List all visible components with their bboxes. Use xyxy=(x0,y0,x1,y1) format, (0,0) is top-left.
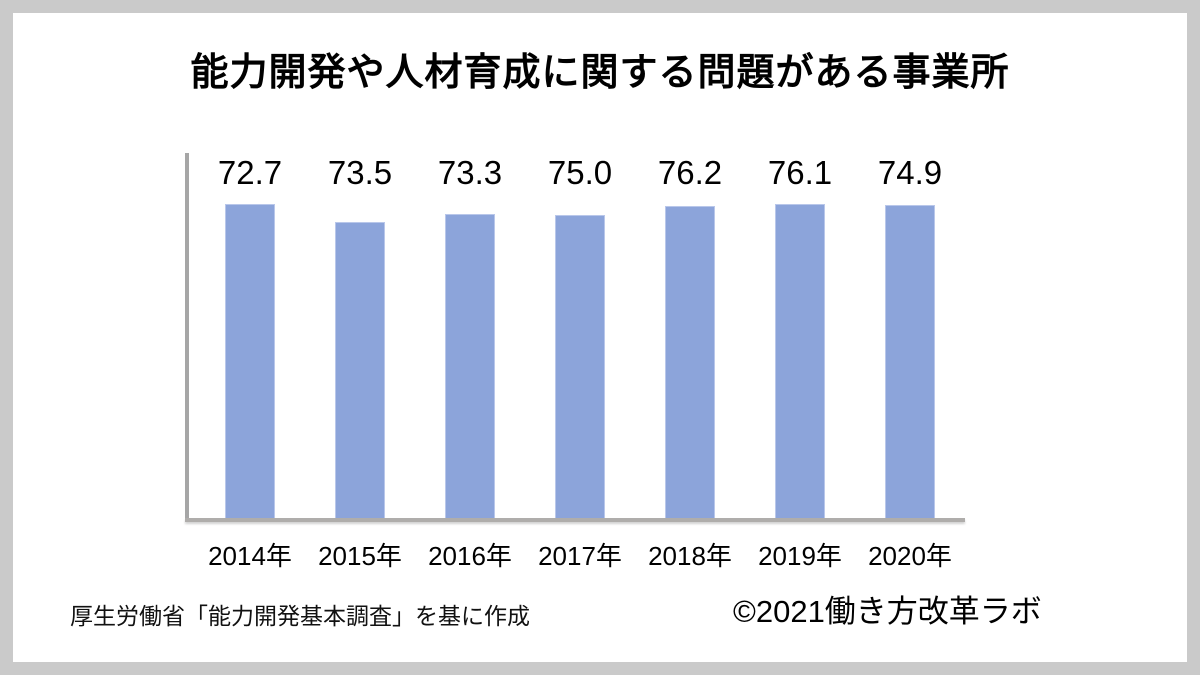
bar xyxy=(445,214,495,518)
value-label: 72.7 xyxy=(217,154,283,191)
bar xyxy=(775,204,825,518)
bar xyxy=(335,222,385,518)
source-note: 厚生労働省「能力開発基本調査」を基に作成 xyxy=(70,603,530,629)
x-axis-label: 2018年 xyxy=(648,541,732,571)
y-axis-line xyxy=(185,153,189,521)
bar xyxy=(555,215,605,518)
value-label: 76.1 xyxy=(767,154,833,191)
x-axis-label: 2020年 xyxy=(868,541,952,571)
chart-column-2016: 73.3 2016年 xyxy=(415,0,525,675)
chart-title: 能力開発や人材育成に関する問題がある事業所 xyxy=(190,52,1010,94)
bar xyxy=(225,204,275,518)
chart-column-2017: 75.0 2017年 xyxy=(525,0,635,675)
x-axis-label: 2014年 xyxy=(208,541,292,571)
x-axis-line xyxy=(185,518,965,522)
chart-column-2018: 76.2 2018年 xyxy=(635,0,745,675)
value-label: 74.9 xyxy=(877,154,943,191)
chart-column-2020: 74.9 2020年 xyxy=(855,0,965,675)
x-axis-label: 2019年 xyxy=(758,541,842,571)
chart-column-2015: 73.5 2015年 xyxy=(305,0,415,675)
value-label: 75.0 xyxy=(547,154,613,191)
chart-column-2019: 76.1 2019年 xyxy=(745,0,855,675)
bar xyxy=(885,205,935,518)
value-label: 73.3 xyxy=(437,154,503,191)
chart-column-2014: 72.7 2014年 xyxy=(195,0,305,675)
value-label: 73.5 xyxy=(327,154,393,191)
x-axis-label: 2015年 xyxy=(318,541,402,571)
x-axis-label: 2017年 xyxy=(538,541,622,571)
value-label: 76.2 xyxy=(657,154,723,191)
bar xyxy=(665,206,715,518)
copyright-note: ©2021働き方改革ラボ xyxy=(733,594,1042,629)
x-axis-label: 2016年 xyxy=(428,541,512,571)
